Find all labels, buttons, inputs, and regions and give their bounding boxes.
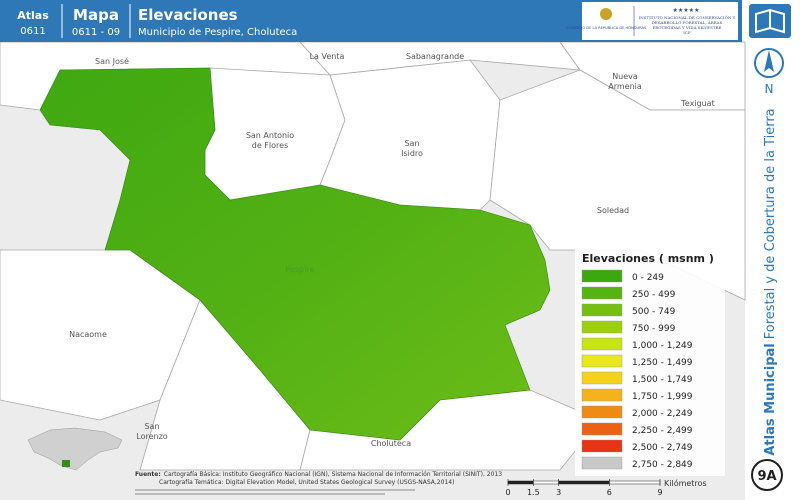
place-label: San: [144, 422, 159, 431]
book-icon: [755, 8, 785, 34]
logo-emblem: [600, 8, 612, 20]
legend-label: 1,250 - 1,499: [632, 358, 693, 368]
scale-tick-label: 0: [505, 488, 510, 497]
legend-swatch: [581, 371, 623, 385]
scale-bar: 0 1.5 3 6 9: [505, 479, 663, 497]
scale-tick-label: 6: [607, 488, 612, 497]
place-label: Armenia: [608, 82, 642, 91]
legend-label: 1,750 - 1,999: [632, 392, 693, 402]
source-line: Cartografía Temática: Digital Elevation …: [159, 479, 454, 486]
legend-swatch: [581, 439, 623, 453]
logo-icf-name: INSTITUTO NACIONAL DE CONSERVACIÓN Y DES…: [638, 15, 736, 30]
legend-swatch: [581, 269, 623, 283]
legend-items: 0 - 249 250 - 499 500 - 749 750 - 999 1,000 …: [581, 269, 693, 470]
place-label: Nacaome: [69, 330, 107, 339]
legend-swatch: [581, 456, 623, 470]
scale-segment: [558, 480, 610, 485]
legend-swatch: [581, 388, 623, 402]
map-title: Elevaciones: [138, 6, 238, 24]
place-label: Lorenzo: [136, 432, 168, 441]
place-label: Sabanagrande: [406, 52, 464, 61]
municipality-relief: [39, 67, 551, 441]
legend-title: Elevaciones ( msnm ): [582, 252, 714, 265]
source-text: Cartografía Básica: Instituto Geográfico…: [164, 471, 502, 478]
sheet-badge: [751, 459, 783, 491]
legend-label: 2,250 - 2,499: [632, 426, 693, 436]
note-placeholder: [135, 493, 385, 495]
place-label: San José: [95, 56, 129, 66]
legend-swatch: [581, 422, 623, 436]
location-marker: [62, 460, 70, 467]
map-code: 0611 - 09: [72, 27, 120, 38]
legend-label: 2,500 - 2,749: [632, 443, 693, 453]
legend-label: 750 - 999: [632, 324, 676, 334]
sheet-number: 9A: [757, 469, 776, 484]
source-line: Fuente: Cartografía Básica: Instituto Geo…: [135, 471, 502, 478]
neighbor-municipalities: [0, 41, 746, 471]
logo-panel: [582, 2, 738, 40]
legend-swatch: [581, 320, 623, 334]
place-label: Soledad: [597, 206, 629, 215]
atlas-code: 0611: [20, 26, 45, 37]
place-label: Isidro: [401, 149, 423, 158]
logo-icf-text: INSTITUTO NACIONAL DE CONSERVACIÓN Y DES…: [638, 15, 736, 35]
scale-tick-label: 3: [556, 488, 561, 497]
north-label: N: [765, 82, 774, 96]
legend-swatch: [581, 354, 623, 368]
north-arrow: [764, 50, 774, 72]
map-subtitle: Municipio de Pespire, Choluteca: [138, 27, 297, 38]
scale-segment: [507, 480, 534, 485]
place-label: Nueva: [612, 72, 638, 81]
place-label: Texiguat: [680, 99, 714, 108]
legend-label: 500 - 749: [632, 307, 676, 317]
legend-label: 1,500 - 1,749: [632, 375, 693, 385]
legend-label: 0 - 249: [632, 273, 664, 283]
logo-stars: ★★★★★: [673, 7, 700, 14]
series-title-rest: Forestal y de Cobertura de la Tierra: [763, 108, 778, 339]
place-label: San Antonio: [246, 131, 294, 140]
logo-icf-short: ICF: [683, 30, 691, 35]
source-label: Fuente:: [135, 471, 161, 478]
legend-swatch: [581, 286, 623, 300]
logo-text: GOBIERNO DE LA REPÚBLICA DE HONDURAS: [566, 25, 647, 30]
legend-label: 2,000 - 2,249: [632, 409, 693, 419]
scale-tick-label: 9: [657, 488, 662, 497]
series-title: Atlas Municipal Forestal y de Cobertura d…: [763, 108, 778, 455]
series-title-bold: Atlas Municipal: [763, 343, 778, 455]
legend-swatch: [581, 405, 623, 419]
note-placeholder: [135, 489, 415, 491]
legend-label: 250 - 499: [632, 290, 676, 300]
scale-tick-label: 1.5: [527, 488, 540, 497]
place-label: Choluteca: [371, 439, 411, 448]
location-inset: [27, 427, 123, 471]
place-label: San: [404, 139, 419, 148]
map-label: Mapa: [73, 6, 119, 24]
logo-icf-box: INSTITUTO NACIONAL DE CONSERVACIÓN Y DES…: [638, 15, 736, 35]
atlas-label: Atlas: [17, 9, 49, 22]
scale-segment: [533, 480, 559, 485]
north-circle: [754, 48, 784, 78]
legend-label: 1,000 - 1,249: [632, 341, 693, 351]
legend-label: 2,750 - 2,849: [632, 460, 693, 470]
legend-swatch: [581, 337, 623, 351]
scale-unit: Kilómetros: [664, 478, 707, 488]
place-label: La Venta: [310, 52, 345, 61]
scale-segment: [609, 480, 661, 485]
legend-swatch: [581, 303, 623, 317]
municipality: [319, 59, 501, 211]
place-label: Pespire: [286, 265, 315, 274]
place-label: de Flores: [252, 141, 288, 150]
country-shape: [27, 427, 123, 471]
